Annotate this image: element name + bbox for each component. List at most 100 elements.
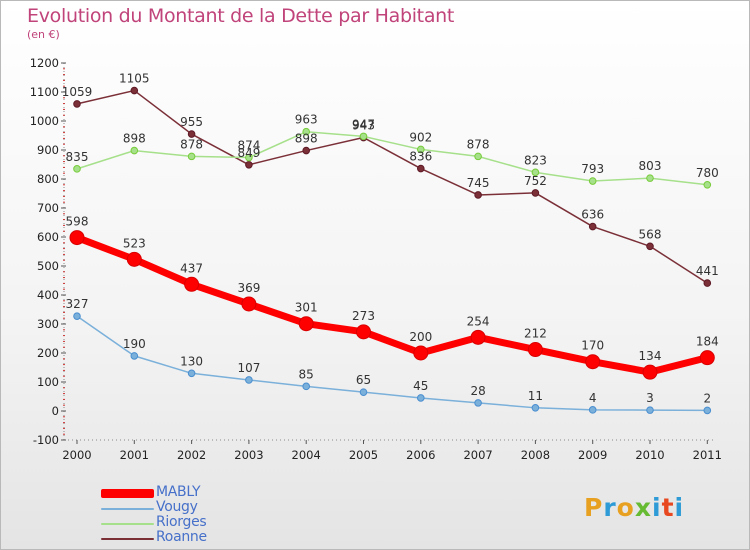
data-label-riorges: 823 <box>524 153 547 167</box>
logo-letter: x <box>634 493 652 522</box>
data-point-riorges <box>73 165 81 173</box>
data-point-mably <box>470 329 486 345</box>
data-point-mably <box>642 364 658 380</box>
x-tick-label: 2006 <box>406 448 435 462</box>
data-point-roanne <box>417 164 425 173</box>
y-tick-label: 1000 <box>30 114 59 128</box>
logo-letter: P <box>584 493 604 522</box>
data-label-vougy: 65 <box>356 373 371 387</box>
data-point-vougy <box>474 399 482 407</box>
data-label-riorges: 878 <box>180 137 203 151</box>
data-point-vougy <box>130 352 139 360</box>
data-point-roanne <box>646 242 654 251</box>
data-label-riorges: 947 <box>352 117 375 131</box>
data-point-mably <box>356 324 371 340</box>
data-label-mably: 273 <box>352 309 375 323</box>
data-point-roanne <box>474 191 482 199</box>
data-point-roanne <box>302 146 311 155</box>
data-label-mably: 134 <box>639 349 662 363</box>
data-point-vougy <box>187 369 196 378</box>
logo-letter: t <box>661 493 675 522</box>
x-tick-label: 2005 <box>349 448 378 462</box>
x-tick-label: 2009 <box>578 448 607 462</box>
data-label-vougy: 130 <box>180 354 203 368</box>
x-tick-label: 2008 <box>521 448 550 462</box>
data-point-vougy <box>302 382 311 391</box>
series-line-roanne <box>76 89 708 284</box>
data-point-mably <box>413 345 429 361</box>
data-label-riorges: 878 <box>467 137 490 151</box>
data-point-vougy <box>245 376 253 384</box>
data-label-riorges: 793 <box>581 162 604 176</box>
data-point-vougy <box>588 406 597 414</box>
data-label-vougy: 107 <box>237 361 260 375</box>
series-line-riorges <box>76 130 708 186</box>
data-point-riorges <box>417 145 425 154</box>
y-tick-label: -100 <box>33 433 59 447</box>
data-point-riorges <box>187 152 196 161</box>
series-line-vougy <box>76 315 708 412</box>
logo-letter: i <box>652 493 662 522</box>
data-point-roanne <box>588 222 597 231</box>
data-label-riorges: 902 <box>409 130 432 144</box>
data-label-vougy: 28 <box>470 384 485 398</box>
logo-letter: o <box>616 493 635 522</box>
chart-title: Evolution du Montant de la Dette par Hab… <box>27 5 455 27</box>
data-label-roanne: 1105 <box>119 72 150 86</box>
data-point-mably <box>126 251 142 267</box>
y-tick-label: 200 <box>37 346 59 360</box>
data-point-vougy <box>73 312 81 320</box>
legend-swatch <box>101 489 154 498</box>
y-tick-label: 900 <box>37 143 59 157</box>
data-label-vougy: 3 <box>646 391 654 405</box>
data-label-riorges: 874 <box>237 139 260 153</box>
data-label-vougy: 85 <box>299 367 314 381</box>
data-point-mably <box>241 296 257 312</box>
data-point-vougy <box>417 394 425 402</box>
data-label-roanne: 745 <box>467 176 490 190</box>
data-label-mably: 369 <box>237 281 260 295</box>
x-tick-label: 2011 <box>693 448 722 462</box>
data-label-riorges: 898 <box>123 132 146 146</box>
data-point-riorges <box>703 181 712 189</box>
data-point-riorges <box>245 153 253 162</box>
legend-label: Riorges <box>156 514 207 530</box>
y-tick-label: 1100 <box>30 85 59 99</box>
data-label-roanne: 849 <box>237 146 260 160</box>
data-point-mably <box>298 316 314 332</box>
series-line-mably <box>75 234 709 376</box>
data-point-roanne <box>130 86 139 95</box>
logo-letter: r <box>603 493 617 522</box>
legend-swatch <box>101 522 154 525</box>
legend-label: Vougy <box>156 499 198 515</box>
data-point-riorges <box>130 146 139 155</box>
data-label-roanne: 955 <box>180 115 203 129</box>
data-point-riorges <box>359 132 368 141</box>
data-label-roanne: 752 <box>524 174 547 188</box>
data-point-vougy <box>359 388 368 396</box>
data-label-vougy: 2 <box>703 391 711 405</box>
y-tick-label: 400 <box>37 288 59 302</box>
data-point-riorges <box>588 177 597 185</box>
data-label-riorges: 963 <box>295 113 318 127</box>
data-point-riorges <box>474 152 482 161</box>
data-point-mably <box>527 342 543 358</box>
data-point-vougy <box>531 404 540 412</box>
legend-label: MABLY <box>156 484 201 500</box>
y-tick-label: 500 <box>37 259 59 273</box>
x-tick-label: 2000 <box>62 448 91 462</box>
y-tick-label: 800 <box>37 172 59 186</box>
logo-letter: i <box>674 493 685 522</box>
y-tick-label: 1200 <box>30 56 59 70</box>
data-point-roanne <box>245 160 253 169</box>
data-label-vougy: 327 <box>66 297 89 311</box>
data-label-mably: 200 <box>409 330 432 344</box>
data-label-roanne: 943 <box>352 119 375 133</box>
chart-unit: (en €) <box>27 28 60 41</box>
data-label-vougy: 4 <box>589 391 597 405</box>
x-tick-label: 2007 <box>463 448 492 462</box>
data-point-riorges <box>531 168 540 177</box>
data-point-mably <box>699 350 715 366</box>
data-label-roanne: 636 <box>581 208 604 222</box>
